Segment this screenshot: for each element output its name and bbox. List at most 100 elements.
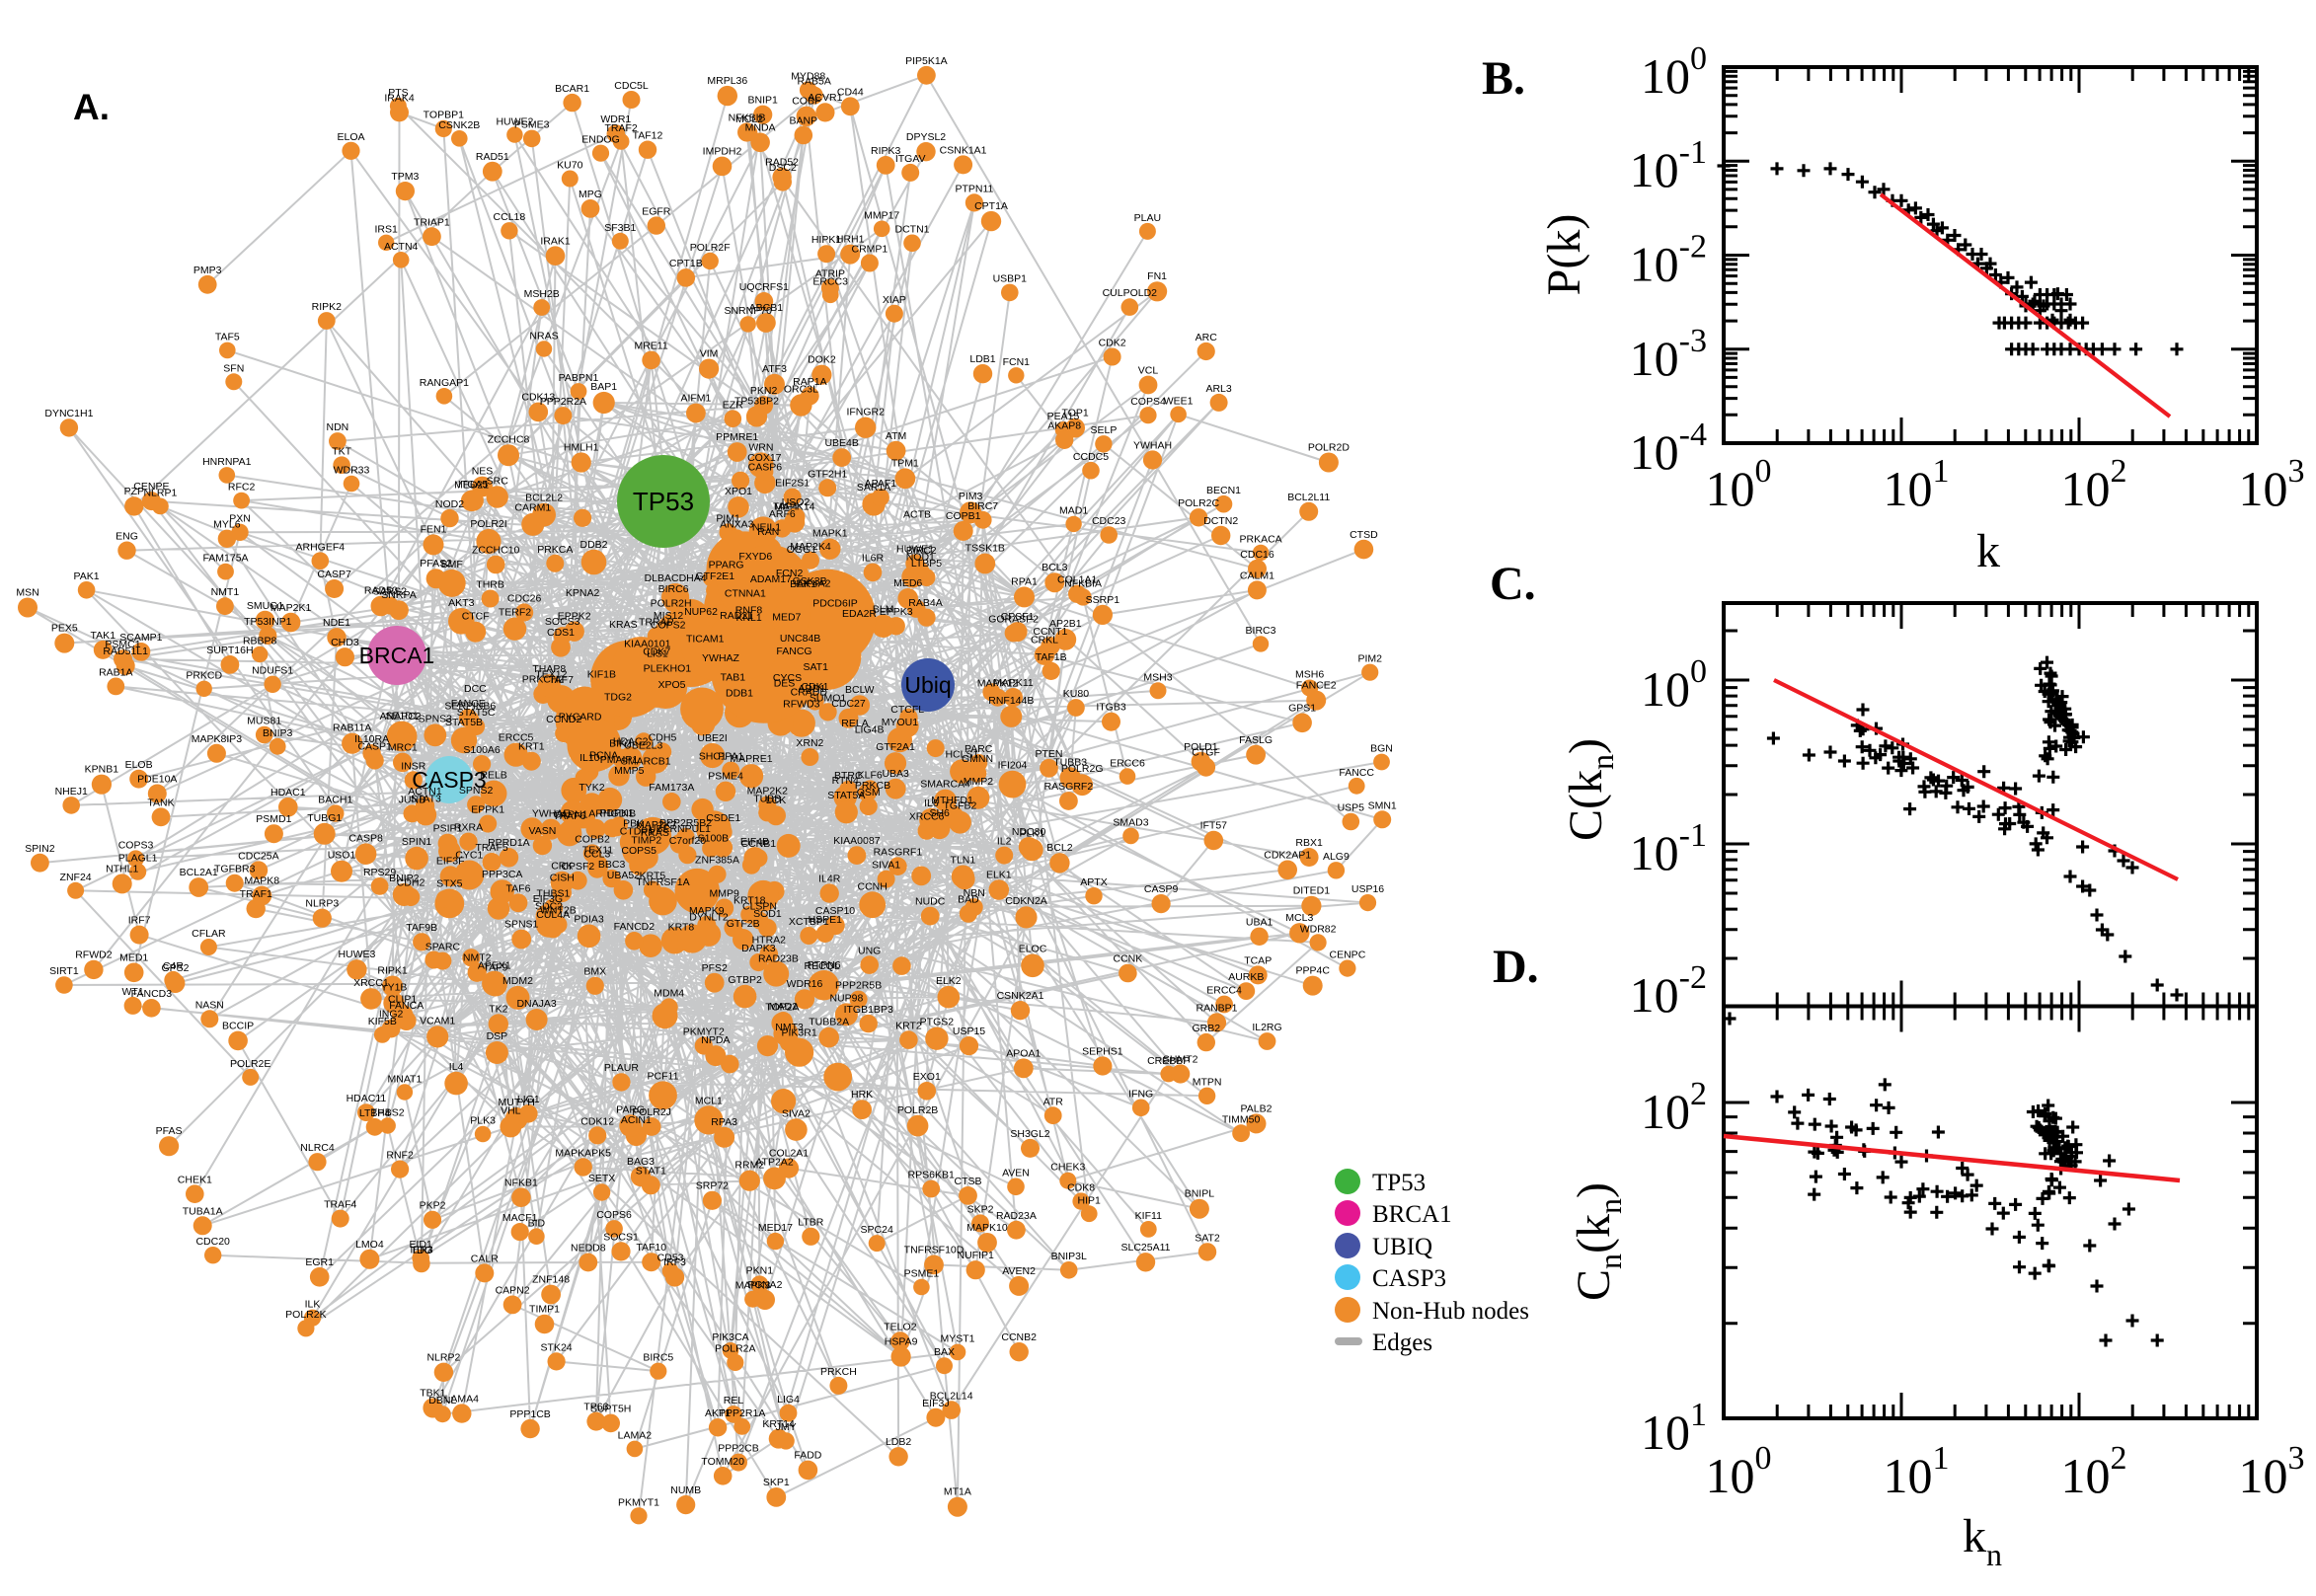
svg-text:COPS4: COPS4 (1130, 396, 1166, 408)
svg-text:NOD2: NOD2 (435, 498, 464, 510)
svg-text:RAP1A: RAP1A (793, 376, 826, 388)
svg-text:VCAM1: VCAM1 (420, 1015, 455, 1026)
svg-text:ARHGEF4: ARHGEF4 (296, 541, 346, 553)
svg-text:PPP2R5B: PPP2R5B (835, 980, 882, 992)
svg-text:KIF11: KIF11 (1135, 1210, 1162, 1222)
svg-text:TAF4: TAF4 (773, 501, 798, 513)
svg-text:TPM1: TPM1 (891, 457, 919, 469)
svg-text:IL2RG: IL2RG (1252, 1022, 1281, 1033)
svg-text:CSDE1: CSDE1 (706, 812, 740, 824)
svg-text:IRAK1: IRAK1 (540, 235, 571, 247)
svg-text:TK2: TK2 (489, 1003, 507, 1015)
svg-text:CISH: CISH (550, 873, 575, 884)
svg-text:PCNA2: PCNA2 (747, 1279, 782, 1291)
svg-text:MAPK8: MAPK8 (244, 875, 279, 887)
svg-text:POLR2J: POLR2J (632, 1106, 671, 1118)
svg-text:EIF4A2: EIF4A2 (796, 577, 830, 589)
svg-text:PPP3CA: PPP3CA (482, 869, 522, 880)
svg-text:PDIA3: PDIA3 (574, 914, 604, 926)
svg-text:PFS2: PFS2 (702, 962, 728, 974)
svg-text:BTRC: BTRC (834, 770, 863, 782)
svg-text:PIM3: PIM3 (959, 491, 983, 502)
svg-text:MUTYH: MUTYH (499, 1097, 535, 1108)
svg-text:TUBB2A: TUBB2A (809, 1017, 849, 1028)
svg-text:MAPRE1: MAPRE1 (730, 753, 772, 765)
svg-text:PSME4: PSME4 (708, 771, 743, 783)
svg-text:MTHFD1: MTHFD1 (931, 795, 973, 806)
svg-text:SUMO1: SUMO1 (810, 692, 847, 704)
svg-text:CRADD: CRADD (791, 687, 828, 699)
svg-text:D.: D. (1493, 941, 1539, 993)
svg-text:ZNF148: ZNF148 (532, 1274, 570, 1286)
svg-text:ORC3L: ORC3L (784, 383, 818, 395)
svg-text:PLAUR: PLAUR (604, 1062, 639, 1074)
svg-text:CASP7: CASP7 (317, 569, 351, 580)
svg-text:MYOU1: MYOU1 (882, 717, 919, 728)
svg-text:LIS1: LIS1 (647, 647, 668, 659)
svg-text:APAF1: APAF1 (865, 478, 897, 490)
svg-text:BCCIP: BCCIP (222, 1021, 254, 1032)
svg-text:TEX11: TEX11 (582, 845, 613, 857)
svg-text:PTS: PTS (388, 87, 408, 99)
svg-text:COL1A1: COL1A1 (1057, 574, 1097, 586)
svg-text:C(kn): C(kn) (1560, 738, 1620, 841)
svg-text:MSH3: MSH3 (1143, 671, 1172, 683)
svg-text:RBX1: RBX1 (1295, 837, 1323, 849)
svg-text:PFAS: PFAS (156, 1125, 183, 1137)
svg-text:ZNF385A: ZNF385A (695, 855, 739, 867)
svg-text:UBA52: UBA52 (607, 870, 640, 881)
svg-text:TRAF6: TRAF6 (553, 810, 585, 822)
svg-text:MAP2K4: MAP2K4 (790, 541, 831, 553)
svg-text:PDCD6IP: PDCD6IP (812, 598, 858, 610)
svg-text:SAR1A: SAR1A (857, 482, 890, 494)
svg-text:RAD51L1: RAD51L1 (103, 646, 148, 657)
svg-text:PRKCH2: PRKCH2 (522, 673, 565, 685)
svg-text:OSM: OSM (857, 787, 881, 798)
svg-text:CYC1: CYC1 (455, 850, 483, 862)
svg-text:BMF: BMF (441, 559, 463, 570)
svg-text:PCF11: PCF11 (648, 1070, 679, 1082)
svg-text:PKP2: PKP2 (420, 1200, 446, 1212)
svg-text:ELOB: ELOB (125, 759, 153, 771)
svg-text:CDC27: CDC27 (831, 698, 866, 710)
svg-text:DPYSL2: DPYSL2 (906, 131, 946, 143)
svg-text:KPNA2: KPNA2 (566, 587, 600, 599)
svg-text:EDA2R: EDA2R (842, 608, 877, 620)
svg-text:FANCD3: FANCD3 (131, 988, 173, 1000)
svg-text:KRT5: KRT5 (640, 871, 666, 882)
svg-text:CDK13: CDK13 (521, 392, 555, 404)
svg-text:CDC25A: CDC25A (238, 850, 278, 862)
svg-text:ARF6: ARF6 (769, 508, 796, 520)
svg-text:CRKL: CRKL (1031, 634, 1058, 646)
svg-text:NUP62: NUP62 (684, 606, 718, 618)
svg-text:ACTN1: ACTN1 (408, 786, 442, 798)
svg-text:DYNC1H1: DYNC1H1 (44, 408, 93, 419)
svg-text:SHC1: SHC1 (699, 751, 727, 763)
svg-text:ENDOG: ENDOG (581, 134, 620, 146)
svg-text:ZCCHC8: ZCCHC8 (488, 433, 530, 445)
svg-text:TAF9B: TAF9B (406, 922, 437, 934)
svg-text:UBE4B: UBE4B (824, 437, 858, 449)
svg-text:NPDA: NPDA (701, 1034, 730, 1046)
svg-text:SH3GL2: SH3GL2 (1010, 1128, 1049, 1140)
svg-text:KIF1B: KIF1B (587, 669, 616, 681)
svg-text:PKMYT2: PKMYT2 (683, 1026, 725, 1037)
svg-text:MUS81: MUS81 (247, 716, 281, 727)
svg-text:GSK3B: GSK3B (793, 575, 827, 587)
svg-text:KLF6: KLF6 (858, 769, 883, 781)
svg-text:PFAS2: PFAS2 (420, 558, 452, 570)
svg-text:UBERNPUL1: UBERNPUL1 (649, 823, 711, 835)
svg-text:PKMYT1: PKMYT1 (618, 1496, 659, 1508)
svg-text:EIF3F: EIF3F (436, 855, 465, 867)
svg-text:LTBR: LTBR (798, 1217, 823, 1229)
svg-text:YY1B: YY1B (381, 982, 408, 994)
svg-text:CASP3: CASP3 (412, 767, 486, 793)
svg-text:UBA1: UBA1 (1246, 917, 1274, 929)
svg-text:USO2: USO2 (782, 496, 811, 508)
svg-text:XPO1: XPO1 (725, 486, 752, 497)
svg-text:SPIN1: SPIN1 (402, 836, 432, 848)
svg-text:PLAU: PLAU (1134, 212, 1161, 224)
svg-text:NRAS: NRAS (529, 330, 558, 342)
svg-text:10-1: 10-1 (1630, 817, 1707, 880)
svg-text:MNDA: MNDA (745, 122, 776, 134)
